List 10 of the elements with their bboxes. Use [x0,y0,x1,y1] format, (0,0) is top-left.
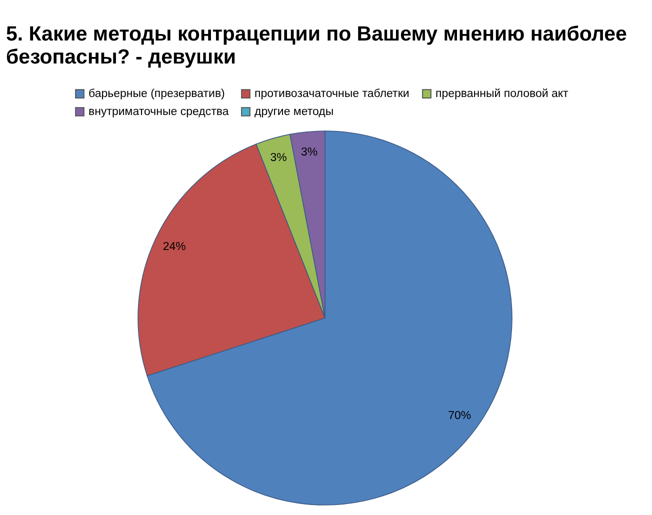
legend-label: барьерные (презерватив) [88,88,226,100]
data-label: 3% [301,146,318,158]
legend-label: противозачаточные таблетки [254,88,410,100]
data-label: 3% [270,152,287,164]
legend-label: внутриматочные средства [88,106,230,118]
data-label: 24% [162,241,186,254]
legend-label: другие методы [254,106,334,118]
legend-label: прерванный половой акт [436,88,570,100]
chart-title: 5. Какие методы контрацепции по Вашему мнению наиболее безопасны? - девушки [6,22,627,68]
data-label: 70% [448,410,472,422]
